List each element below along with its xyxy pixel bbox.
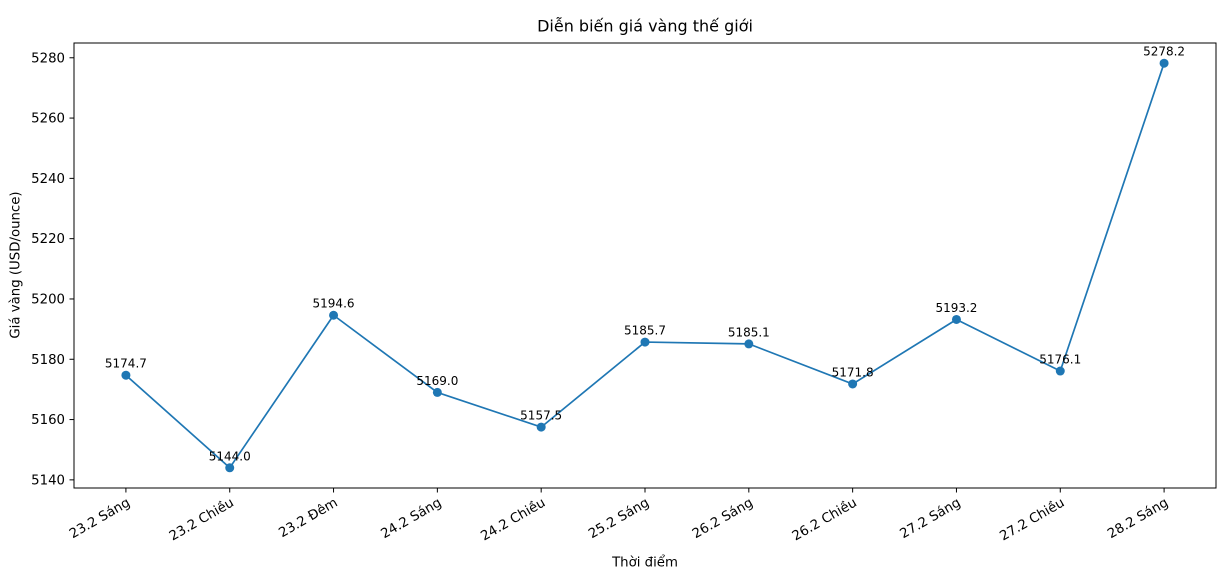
data-point-label: 5185.1 bbox=[728, 325, 770, 339]
data-point-label: 5174.7 bbox=[105, 357, 147, 371]
x-tick-label: 25.2 Sáng bbox=[586, 495, 652, 543]
x-tick-label: 23.2 Chiều bbox=[166, 494, 237, 545]
y-tick-label: 5220 bbox=[31, 232, 65, 247]
x-tick-label: 23.2 Đêm bbox=[276, 495, 341, 541]
data-point-label: 5176.1 bbox=[1039, 353, 1081, 367]
data-point-marker bbox=[1055, 366, 1065, 376]
price-line bbox=[125, 62, 1165, 469]
data-point-marker bbox=[536, 422, 546, 432]
y-tick-label: 5140 bbox=[31, 473, 65, 488]
data-point-marker bbox=[225, 463, 235, 473]
data-point-label: 5193.2 bbox=[935, 301, 977, 315]
data-point-marker bbox=[951, 314, 961, 324]
y-axis-label: Giá vàng (USD/ounce) bbox=[8, 191, 24, 339]
y-tick-label: 5200 bbox=[31, 292, 65, 307]
data-point-label: 5157.5 bbox=[520, 409, 562, 423]
y-tick-label: 5280 bbox=[31, 51, 65, 66]
x-axis-label: Thời điểm bbox=[612, 555, 678, 571]
y-tick-label: 5160 bbox=[31, 413, 65, 428]
x-tick-label: 26.2 Sáng bbox=[690, 495, 756, 543]
y-tick-label: 5240 bbox=[31, 172, 65, 187]
data-point-marker bbox=[640, 337, 650, 347]
x-tick-label: 24.2 Chiều bbox=[477, 494, 548, 545]
data-point-label: 5171.8 bbox=[832, 365, 874, 379]
data-point-marker bbox=[1159, 58, 1169, 68]
x-tick-label: 28.2 Sáng bbox=[1105, 495, 1171, 543]
data-point-label: 5169.0 bbox=[416, 374, 458, 388]
chart-title: Diễn biến giá vàng thế giới bbox=[537, 16, 753, 36]
data-point-label: 5144.0 bbox=[209, 449, 251, 463]
x-tick-label: 24.2 Sáng bbox=[378, 495, 444, 543]
data-point-label: 5194.6 bbox=[313, 297, 355, 311]
data-point-marker bbox=[121, 370, 131, 380]
x-tick-label: 23.2 Sáng bbox=[67, 495, 133, 543]
plot-border bbox=[73, 42, 1217, 489]
data-point-marker bbox=[432, 387, 442, 397]
y-tick-label: 5260 bbox=[31, 112, 65, 127]
data-point-marker bbox=[744, 339, 754, 349]
x-tick-label: 27.2 Sáng bbox=[897, 495, 963, 543]
y-tick-label: 5180 bbox=[31, 353, 65, 368]
data-point-label: 5185.7 bbox=[624, 324, 666, 338]
data-point-marker bbox=[329, 310, 339, 320]
data-point-label: 5278.2 bbox=[1143, 45, 1185, 59]
x-tick-label: 27.2 Chiều bbox=[997, 494, 1068, 545]
data-point-marker bbox=[848, 379, 858, 389]
x-tick-label: 26.2 Chiều bbox=[789, 494, 860, 545]
